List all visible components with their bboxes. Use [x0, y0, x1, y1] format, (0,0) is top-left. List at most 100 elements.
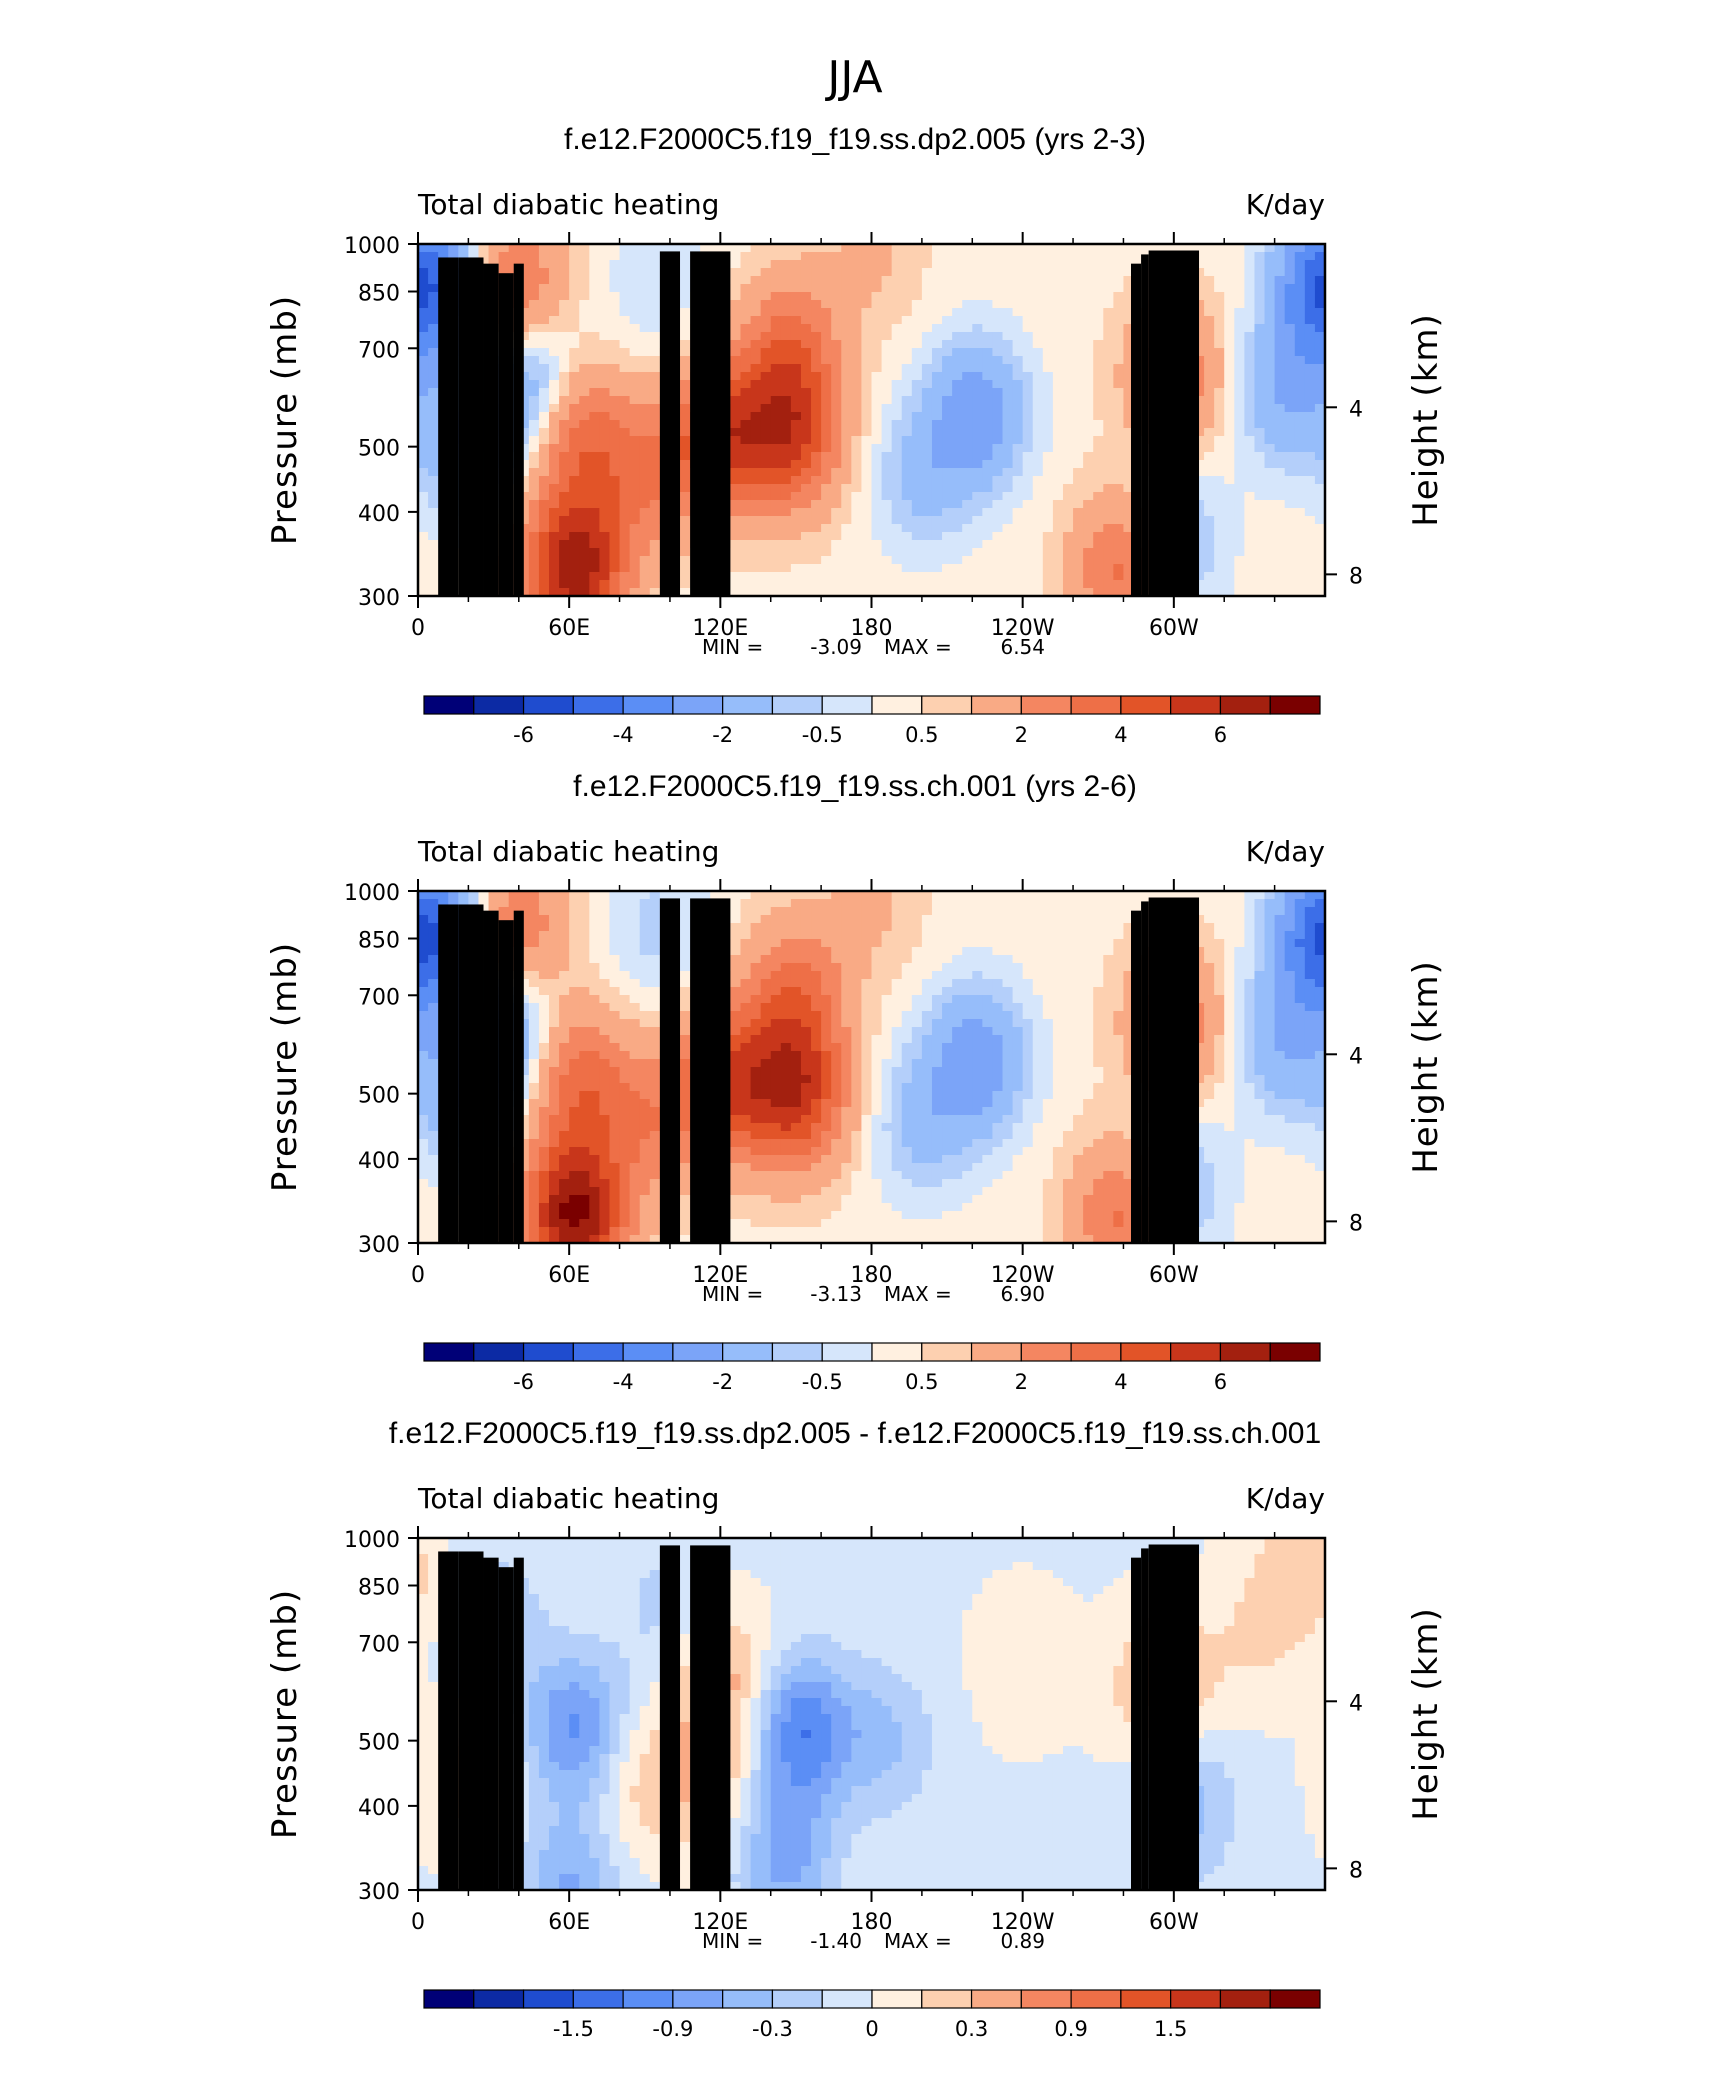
heatmap-cell: [1113, 564, 1125, 573]
heatmap-cell: [1002, 396, 1014, 405]
heatmap-cell: [649, 899, 661, 908]
heatmap-cell: [841, 564, 852, 573]
heatmap-cell: [629, 564, 641, 573]
heatmap-cell: [1234, 292, 1245, 301]
heatmap-cell: [800, 556, 812, 565]
heatmap-cell: [911, 516, 923, 525]
heatmap-cell: [649, 436, 661, 445]
heatmap-cell: [428, 524, 439, 533]
heatmap-cell: [1294, 963, 1306, 972]
heatmap-cell: [891, 468, 903, 477]
heatmap-cell: [740, 460, 752, 469]
heatmap-cell: [972, 436, 983, 445]
heatmap-cell: [921, 500, 933, 509]
heatmap-cell: [1304, 396, 1316, 405]
heatmap-cell: [1002, 316, 1014, 325]
heatmap-cell: [1264, 396, 1276, 405]
heatmap-cell: [942, 588, 953, 596]
heatmap-cell: [972, 556, 983, 565]
heatmap-cell: [931, 891, 943, 900]
heatmap-cell: [1062, 452, 1074, 461]
heatmap-cell: [579, 580, 590, 589]
heatmap-cell: [740, 412, 752, 421]
heatmap-cell: [1012, 276, 1024, 285]
heatmap-cell: [1052, 891, 1064, 900]
heatmap-cell: [609, 508, 621, 517]
panel-2: f.e12.F2000C5.f19_f19.ss.ch.001 (yrs 2-6…: [265, 770, 1446, 1394]
heatmap-cell: [418, 316, 429, 325]
heatmap-cell: [1042, 276, 1054, 285]
heatmap-cell: [992, 364, 1004, 373]
heatmap-cell: [569, 324, 580, 333]
heatmap-cell: [1022, 891, 1034, 900]
heatmap-cell: [1032, 572, 1044, 581]
heatmap-cell: [891, 963, 903, 972]
heatmap-cell: [831, 963, 842, 972]
heatmap-cell: [599, 955, 611, 964]
heatmap-cell: [518, 404, 530, 413]
heatmap-cell: [770, 580, 782, 589]
heatmap-cell: [589, 260, 600, 269]
heatmap-cell: [881, 915, 893, 924]
heatmap-cell: [730, 492, 742, 501]
heatmap-cell: [861, 907, 873, 916]
heatmap-cell: [982, 348, 994, 357]
heatmap-cell: [1012, 907, 1024, 916]
heatmap-cell: [982, 444, 994, 453]
heatmap-cell: [1123, 891, 1135, 900]
heatmap-cell: [1254, 939, 1266, 948]
heatmap-cell: [609, 540, 621, 549]
heatmap-cell: [1062, 580, 1074, 589]
heatmap-cell: [931, 588, 943, 596]
heatmap-cell: [962, 923, 973, 932]
heatmap-cell: [1304, 292, 1316, 301]
heatmap-cell: [1113, 899, 1125, 908]
heatmap-cell: [1022, 428, 1034, 437]
heatmap-cell: [780, 500, 792, 509]
heatmap-cell: [1294, 324, 1306, 333]
heatmap-cell: [428, 436, 439, 445]
heatmap-cell: [1224, 428, 1235, 437]
heatmap-cell: [1304, 500, 1316, 509]
heatmap-cell: [1012, 492, 1024, 501]
heatmap-cell: [770, 420, 782, 429]
heatmap-cell: [1042, 452, 1054, 461]
heatmap-cell: [680, 292, 691, 301]
heatmap-cell: [518, 556, 530, 565]
heatmap-cell: [982, 931, 994, 940]
heatmap-cell: [1294, 931, 1306, 940]
heatmap-cell: [1093, 923, 1104, 932]
heatmap-cell: [790, 564, 802, 573]
heatmap-cell: [821, 484, 832, 493]
heatmap-cell: [1314, 252, 1325, 261]
heatmap-cell: [1274, 444, 1286, 453]
heatmap-cell: [1002, 444, 1014, 453]
heatmap-cell: [740, 252, 752, 261]
heatmap-cell: [1244, 292, 1256, 301]
heatmap-cell: [1113, 388, 1125, 397]
heatmap-cell: [871, 276, 883, 285]
heatmap-cell: [790, 252, 802, 261]
heatmap-cell: [1314, 947, 1325, 956]
heatmap-cell: [589, 308, 600, 317]
heatmap-cell: [589, 508, 600, 517]
heatmap-cell: [1022, 372, 1034, 381]
heatmap-cell: [921, 532, 933, 541]
heatmap-cell: [962, 316, 973, 325]
heatmap-cell: [1264, 931, 1276, 940]
heatmap-cell: [680, 588, 691, 596]
heatmap-cell: [599, 508, 611, 517]
heatmap-cell: [1314, 268, 1325, 277]
heatmap-cell: [589, 556, 600, 565]
heatmap-cell: [1294, 316, 1306, 325]
heatmap-cell: [1254, 244, 1266, 253]
heatmap-cell: [750, 268, 762, 277]
heatmap-cell: [549, 420, 560, 429]
heatmap-cell: [1193, 484, 1205, 493]
heatmap-cell: [962, 412, 973, 421]
heatmap-cell: [589, 939, 600, 948]
heatmap-cell: [579, 508, 590, 517]
heatmap-cell: [871, 891, 883, 900]
heatmap-cell: [1073, 404, 1084, 413]
heatmap-cell: [1234, 939, 1245, 948]
